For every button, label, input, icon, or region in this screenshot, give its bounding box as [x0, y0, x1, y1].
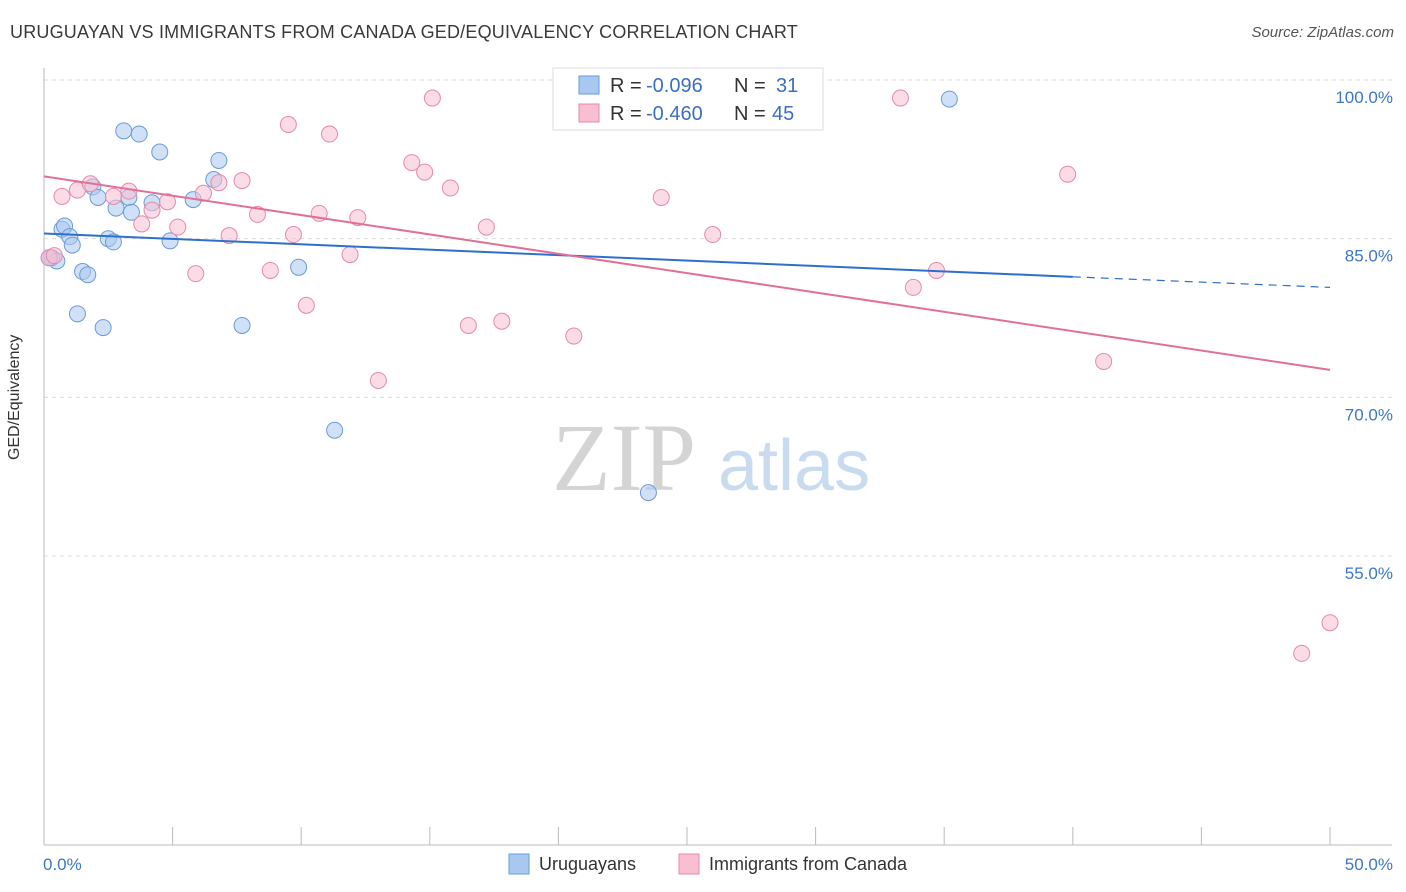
point-canada-28 — [441, 179, 459, 197]
point-uruguayans-21 — [161, 232, 179, 250]
stats-r-label-2: R = — [610, 103, 642, 125]
point-canada-34 — [704, 226, 722, 244]
point-canada-30 — [477, 218, 495, 236]
point-uruguayans-5 — [63, 236, 81, 254]
watermark-zip: ZIP — [552, 404, 696, 511]
point-canada-14 — [233, 172, 251, 190]
stats-n-value-1: 31 — [776, 75, 798, 97]
trend-line-canada — [43, 175, 1331, 371]
point-canada-41 — [1095, 352, 1113, 370]
point-canada-42 — [1293, 644, 1311, 662]
point-canada-23 — [349, 209, 367, 227]
point-canada-17 — [279, 116, 297, 134]
y-tick-label-3: 55.0% — [1345, 564, 1393, 583]
point-canada-16 — [261, 261, 279, 279]
chart-title: URUGUAYAN VS IMMIGRANTS FROM CANADA GED/… — [10, 22, 798, 42]
point-uruguayans-27 — [326, 421, 344, 439]
point-canada-6 — [133, 215, 151, 233]
point-uruguayans-29 — [940, 90, 958, 108]
x-tick-label-min: 0.0% — [43, 855, 82, 874]
point-canada-12 — [210, 174, 228, 192]
x-tick-labels: 0.0% 50.0% — [43, 855, 1393, 874]
point-canada-19 — [297, 296, 315, 314]
point-canada-4 — [104, 187, 122, 205]
point-uruguayans-8 — [79, 266, 97, 284]
point-uruguayans-24 — [210, 151, 228, 169]
point-uruguayans-13 — [104, 233, 122, 251]
trend-line-uruguayans — [43, 232, 1073, 278]
y-tick-label-1: 85.0% — [1345, 247, 1393, 266]
legend-label-canada: Immigrants from Canada — [709, 854, 908, 874]
y-tick-label-2: 70.0% — [1345, 405, 1393, 424]
watermark-atlas: atlas — [718, 426, 870, 506]
stats-n-label-1: N = — [734, 75, 766, 97]
point-canada-8 — [158, 193, 176, 211]
point-canada-29 — [459, 316, 477, 334]
data-points — [40, 89, 1339, 662]
point-uruguayans-25 — [233, 316, 251, 334]
point-canada-27 — [423, 89, 441, 107]
point-canada-9 — [169, 218, 187, 236]
legend-swatch-canada — [678, 853, 700, 875]
point-canada-22 — [341, 246, 359, 264]
y-tick-label-0: 100.0% — [1335, 88, 1393, 107]
legend-swatch-uruguayans — [508, 853, 530, 875]
point-canada-38 — [904, 278, 922, 296]
point-uruguayans-18 — [130, 125, 148, 143]
point-canada-25 — [403, 154, 421, 172]
stats-n-value-2: 45 — [772, 103, 794, 125]
point-uruguayans-26 — [290, 258, 308, 276]
point-canada-1 — [53, 187, 71, 205]
point-canada-44 — [45, 247, 63, 265]
stats-n-label-2: N = — [734, 103, 766, 125]
stats-legend: R = -0.096 N = 31 R = -0.460 N = 45 — [552, 67, 824, 131]
series-legend: Uruguayans Immigrants from Canada — [508, 853, 908, 875]
point-canada-31 — [493, 312, 511, 330]
point-canada-15 — [248, 205, 266, 223]
point-uruguayans-11 — [94, 319, 112, 337]
point-uruguayans-17 — [122, 203, 140, 221]
point-uruguayans-15 — [115, 122, 133, 140]
point-canada-40 — [1059, 165, 1077, 183]
legend-label-uruguayans: Uruguayans — [539, 854, 636, 874]
point-canada-21 — [320, 125, 338, 143]
axes — [43, 68, 1392, 846]
point-canada-43 — [1321, 614, 1339, 632]
stats-r-label-1: R = — [610, 75, 642, 97]
stats-swatch-canada — [578, 103, 600, 123]
point-canada-26 — [416, 163, 434, 181]
point-canada-24 — [369, 371, 387, 389]
point-canada-7 — [143, 201, 161, 219]
point-uruguayans-28 — [639, 484, 657, 502]
point-canada-18 — [284, 226, 302, 244]
point-canada-13 — [220, 227, 238, 245]
point-uruguayans-20 — [151, 143, 169, 161]
trend-line-uruguayans-extension — [1072, 276, 1331, 288]
y-tick-labels: 100.0% 85.0% 70.0% 55.0% — [1335, 88, 1393, 583]
stats-r-value-1: -0.096 — [646, 75, 703, 97]
point-uruguayans-6 — [68, 305, 86, 323]
watermark: ZIP atlas — [552, 404, 870, 511]
point-canada-32 — [565, 327, 583, 345]
trend-lines — [43, 175, 1331, 371]
chart-source: Source: ZipAtlas.com — [1251, 24, 1394, 41]
point-canada-10 — [187, 265, 205, 283]
point-canada-5 — [120, 182, 138, 200]
stats-swatch-uruguayans — [578, 75, 600, 95]
point-canada-37 — [891, 89, 909, 107]
point-canada-33 — [652, 188, 670, 206]
stats-r-value-2: -0.460 — [646, 103, 703, 125]
x-tick-label-max: 50.0% — [1345, 855, 1393, 874]
